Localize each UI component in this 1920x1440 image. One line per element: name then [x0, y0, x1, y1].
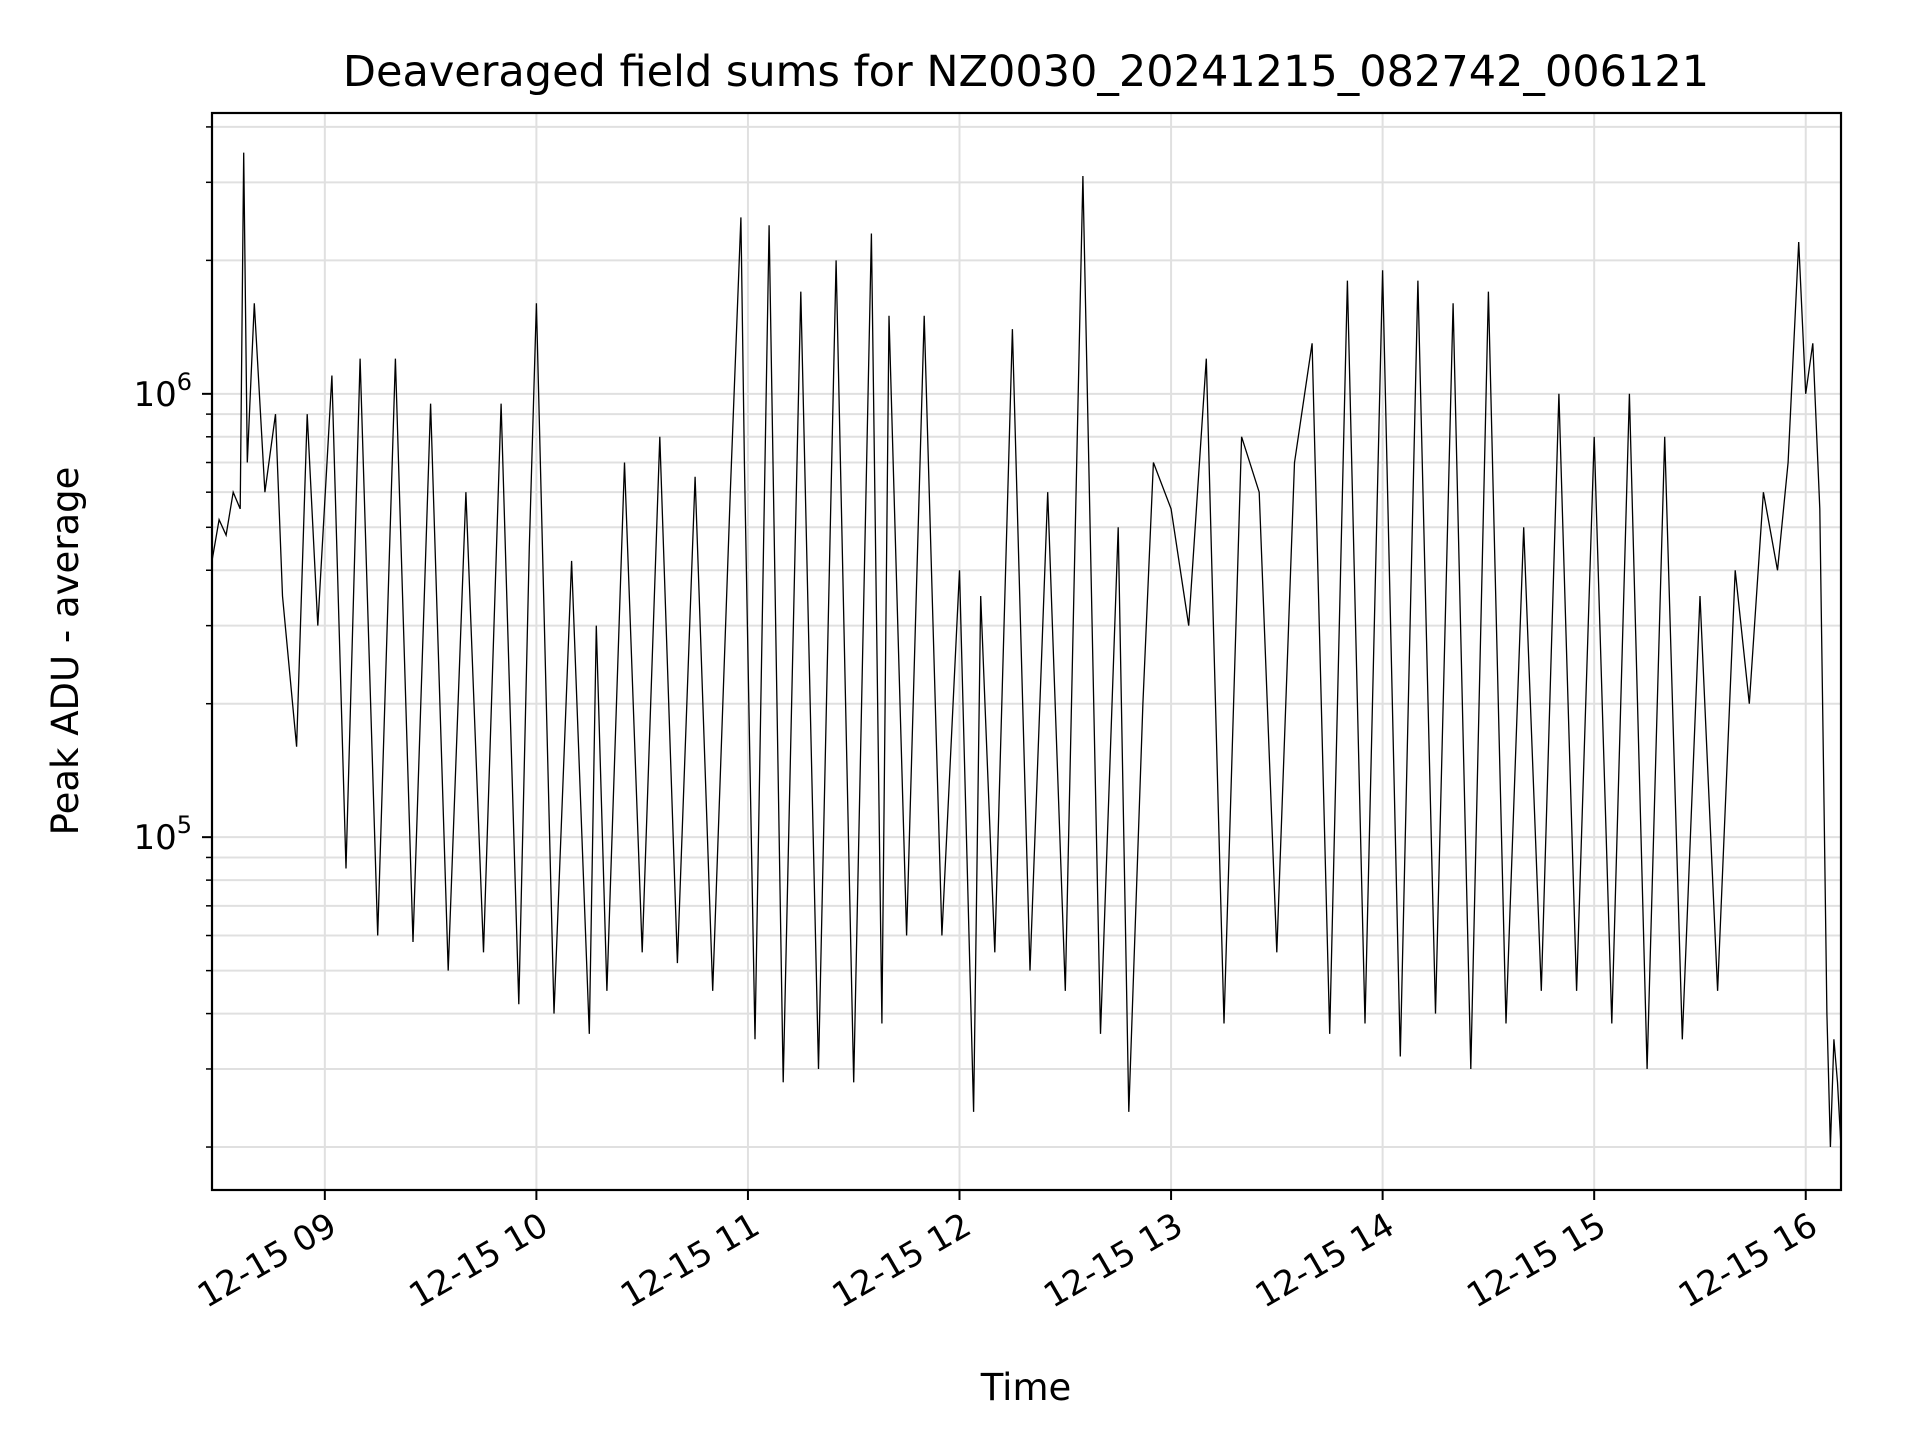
y-tick-exponent: 5: [177, 811, 192, 839]
x-axis-label: Time: [980, 1366, 1072, 1409]
series-line: [211, 152, 1842, 1148]
chart-title: Deaveraged field sums for NZ0030_2024121…: [343, 47, 1709, 97]
y-tick-label: 105: [133, 811, 192, 858]
y-tick-base: 10: [133, 375, 176, 415]
y-tick-base: 10: [133, 818, 176, 858]
y-axis-label: Peak ADU - average: [44, 467, 87, 836]
series-group: [211, 152, 1842, 1148]
y-tick-label: 106: [133, 368, 192, 415]
y-tick-exponent: 6: [177, 368, 192, 396]
plot-frame: [210, 111, 1843, 1192]
grid-lines: [212, 113, 1841, 1190]
